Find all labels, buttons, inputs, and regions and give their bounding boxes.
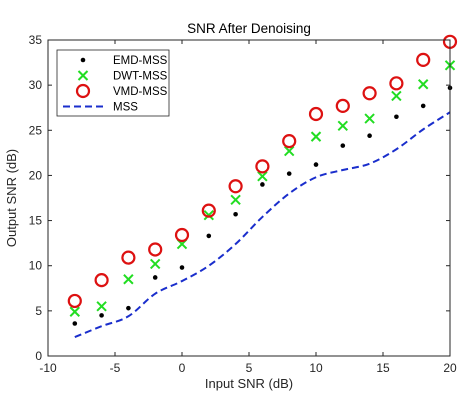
- legend: EMD-MSS DWT-MSS VMD-MSS MSS: [56, 49, 170, 117]
- dwt-mss-point: [391, 90, 402, 102]
- x-tick-label: 20: [443, 361, 457, 375]
- vmd-mss-point: [121, 250, 136, 265]
- dwt-mss-point: [230, 194, 241, 206]
- emd-mss-point: [72, 321, 78, 326]
- vmd-mss-point: [389, 76, 404, 91]
- emd-mss-point: [367, 133, 372, 139]
- legend-box: [56, 49, 170, 117]
- y-tick-label: 35: [29, 33, 43, 47]
- x-tick-label: -10: [39, 361, 57, 375]
- emd-mss-point: [126, 305, 131, 311]
- dwt-mss-point-stroke: [417, 79, 429, 90]
- dwt-mss-point-stroke: [310, 131, 322, 142]
- dwt-mss-point-stroke: [337, 120, 349, 131]
- legend-sample-dwt-mss: [77, 70, 89, 81]
- x-tick-label: 15: [376, 361, 390, 375]
- x-tick-label: -5: [110, 361, 121, 375]
- dwt-mss-point: [203, 209, 215, 221]
- legend-sample-vmd-mss: [75, 83, 91, 99]
- dwt-mss-point-stroke: [230, 194, 241, 206]
- y-tick-label: 0: [35, 349, 42, 363]
- plot-frame: [47, 39, 451, 357]
- dwt-mss-point-stroke: [149, 258, 161, 270]
- dwt-mss-point: [69, 306, 81, 317]
- legend-label-dwt-mss: DWT-MSS: [113, 71, 168, 83]
- y-axis-label: Output SNR (dB): [4, 149, 19, 247]
- emd-mss-point: [206, 233, 212, 239]
- legend-label-emd-mss: EMD-MSS: [113, 55, 168, 67]
- data-marks: [67, 34, 458, 338]
- emd-mss-point: [340, 143, 346, 148]
- vmd-mss-point: [362, 86, 377, 101]
- vmd-mss-point: [94, 273, 109, 288]
- emd-mss-point: [260, 182, 265, 187]
- vmd-mss-point: [201, 203, 216, 218]
- x-tick-label: 0: [179, 361, 186, 375]
- dwt-mss-point: [123, 274, 134, 285]
- legend-sample-emd-mss: [80, 57, 86, 63]
- x-tick-label: 10: [309, 361, 323, 375]
- legend-label-mss: MSS: [113, 102, 138, 114]
- vmd-mss-point: [255, 159, 270, 174]
- y-tick-label: 10: [29, 259, 43, 273]
- dwt-mss-point-stroke: [123, 274, 134, 285]
- emd-mss-point: [313, 162, 319, 167]
- dwt-mss-point: [417, 79, 429, 90]
- legend-label-vmd-mss: VMD-MSS: [113, 86, 168, 98]
- legend-sample-dwt-mss-stroke: [77, 70, 89, 81]
- emd-mss-point: [394, 114, 399, 120]
- y-tick-label: 15: [29, 214, 43, 228]
- dwt-mss-point: [149, 258, 161, 270]
- y-tick-label: 20: [29, 168, 43, 182]
- dwt-mss-point-stroke: [391, 90, 402, 102]
- dwt-mss-point-stroke: [283, 145, 295, 157]
- dwt-mss-point: [283, 145, 295, 157]
- vmd-mss-point: [174, 227, 190, 243]
- dwt-mss-point-stroke: [96, 301, 107, 312]
- dwt-mss-point: [96, 301, 107, 312]
- vmd-mss-point: [282, 134, 297, 149]
- dwt-mss-point-stroke: [69, 306, 81, 317]
- x-axis-label: Input SNR (dB): [205, 376, 293, 391]
- vmd-mss-point: [335, 98, 350, 114]
- vmd-mss-point: [416, 52, 431, 67]
- vmd-mss-point: [148, 242, 163, 257]
- x-tick-label: 5: [246, 361, 253, 375]
- dwt-mss-point-stroke: [364, 113, 375, 124]
- vmd-mss-point: [228, 179, 243, 194]
- dwt-mss-point-stroke: [203, 209, 215, 221]
- dwt-mss-point: [364, 113, 375, 124]
- y-tick-label: 25: [29, 123, 43, 137]
- y-tick-label: 30: [29, 78, 43, 92]
- emd-mss-point: [179, 265, 185, 270]
- y-tick-label: 5: [35, 304, 42, 318]
- emd-mss-point: [152, 275, 158, 280]
- dwt-mss-point: [257, 171, 268, 182]
- emd-mss-point: [420, 103, 426, 109]
- emd-mss-point: [286, 171, 292, 176]
- vmd-mss-point: [67, 293, 82, 309]
- dwt-mss-point-stroke: [257, 171, 268, 182]
- mss-line: [74, 111, 451, 338]
- dwt-mss-point: [337, 120, 349, 131]
- emd-mss-point: [99, 313, 104, 318]
- dwt-mss-point: [310, 131, 322, 142]
- chart-title: SNR After Denoising: [187, 21, 311, 36]
- emd-mss-point: [233, 211, 238, 217]
- vmd-mss-point: [308, 106, 324, 122]
